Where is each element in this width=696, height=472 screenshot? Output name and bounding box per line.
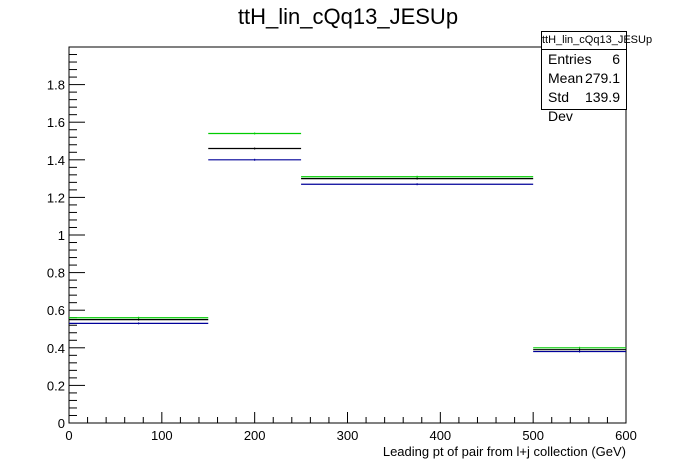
y-tick-label: 1.4: [47, 153, 65, 168]
stats-row-entries: Entries 6: [542, 50, 626, 69]
x-tick-label: 500: [522, 428, 544, 443]
stats-label: Entries: [548, 51, 592, 67]
y-tick-label: 1: [58, 228, 65, 243]
stats-value: 139.9: [584, 89, 620, 105]
y-tick-label: 1.6: [47, 115, 65, 130]
stats-row-stddev: Std Dev 139.9: [542, 88, 626, 124]
stats-value: 279.1: [584, 70, 620, 86]
chart-title: ttH_lin_cQq13_JESUp: [237, 4, 459, 29]
y-tick-label: 0.6: [47, 303, 65, 318]
y-tick-label: 0: [58, 416, 65, 431]
x-tick-label: 100: [151, 428, 173, 443]
x-tick-label: 300: [337, 428, 359, 443]
stats-box: ttH_lin_cQq13_JESUp Entries 6 Mean 279.1…: [541, 31, 652, 124]
stats-label: Mean: [548, 70, 584, 86]
x-axis-label: Leading pt of pair from l+j collection (…: [383, 444, 626, 459]
x-tick-label: 200: [244, 428, 266, 443]
stats-label: Std Dev: [548, 89, 573, 124]
stats-box-name: ttH_lin_cQq13_JESUp: [542, 32, 652, 50]
y-tick-label: 0.2: [47, 378, 65, 393]
x-tick-label: 600: [615, 428, 637, 443]
stats-value: 6: [612, 51, 620, 67]
x-tick-label: 0: [65, 428, 72, 443]
stats-row-mean: Mean 279.1: [542, 69, 626, 88]
y-tick-label: 1.8: [47, 78, 65, 93]
y-tick-label: 0.8: [47, 266, 65, 281]
x-tick-label: 400: [429, 428, 451, 443]
y-tick-label: 1.2: [47, 190, 65, 205]
y-tick-label: 0.4: [47, 341, 65, 356]
